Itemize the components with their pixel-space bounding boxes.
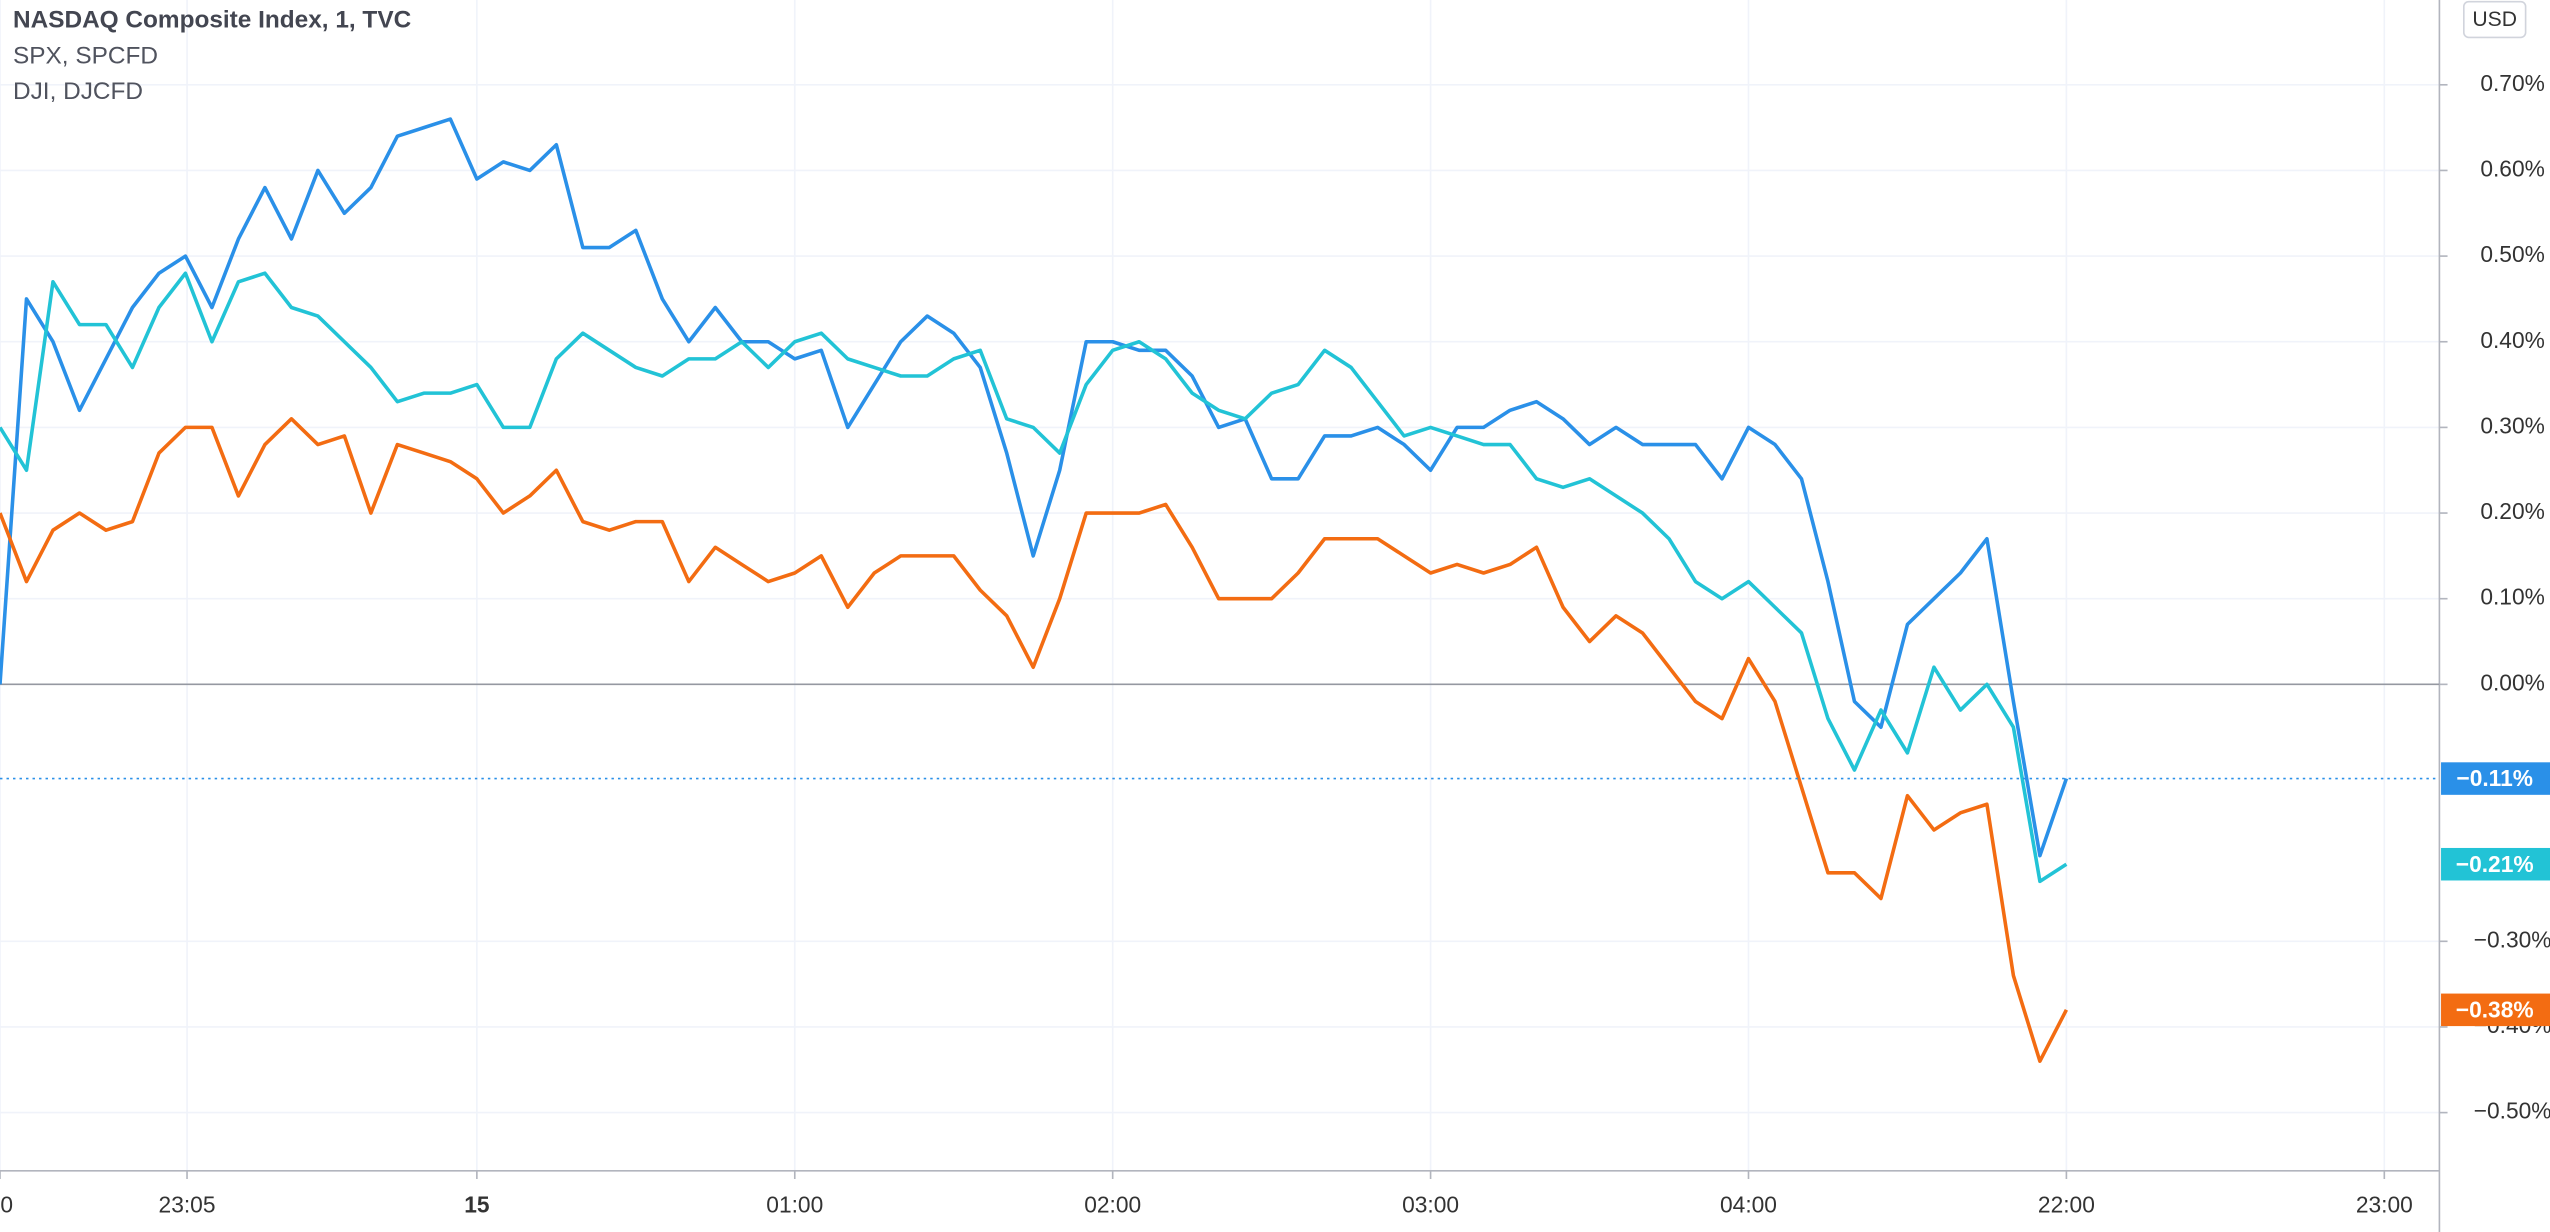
x-tick-label: 15 [464, 1192, 490, 1218]
price-badge-label: −0.21% [2456, 851, 2534, 877]
x-tick-label: 23:05 [159, 1192, 216, 1218]
series-line [0, 417, 2068, 1064]
y-tick-label: 0.40% [2480, 327, 2545, 353]
x-tick-label: 01:00 [766, 1192, 823, 1218]
price-badge-label: −0.38% [2456, 996, 2534, 1022]
series-line [0, 271, 2068, 884]
x-tick-label: 04:00 [1720, 1192, 1777, 1218]
y-tick-label: 0.00% [2480, 669, 2545, 695]
series-line [0, 117, 2069, 858]
currency-button[interactable] [2462, 0, 2527, 39]
currency-label[interactable]: USD [2472, 8, 2517, 31]
y-tick-label: −0.50% [2474, 1098, 2550, 1124]
y-tick-label: 0.10% [2480, 584, 2545, 610]
y-tick-label: 0.60% [2480, 155, 2545, 181]
y-tick-label: 0.30% [2480, 412, 2545, 438]
price-badge [2441, 762, 2550, 795]
legend-label: NASDAQ Composite Index, 1, TVC [13, 7, 411, 34]
y-tick-label: 0.20% [2480, 498, 2545, 524]
price-badge [2441, 847, 2550, 881]
x-tick-label: :30 [0, 1192, 13, 1218]
x-tick-label: 02:00 [1084, 1192, 1141, 1218]
price-badge [2441, 993, 2550, 1027]
legend-label: SPX, SPCFD [13, 42, 158, 69]
x-tick-label: 03:00 [1402, 1192, 1459, 1218]
price-badge-label: −0.11% [2456, 765, 2533, 791]
y-tick-label: −0.30% [2474, 926, 2550, 952]
legend-label: DJI, DJCFD [13, 78, 143, 105]
x-tick-label: 23:00 [2356, 1192, 2413, 1218]
y-tick-label: 0.70% [2480, 70, 2545, 96]
x-tick-label: 22:00 [2038, 1192, 2095, 1218]
y-tick-label: 0.50% [2480, 241, 2545, 267]
